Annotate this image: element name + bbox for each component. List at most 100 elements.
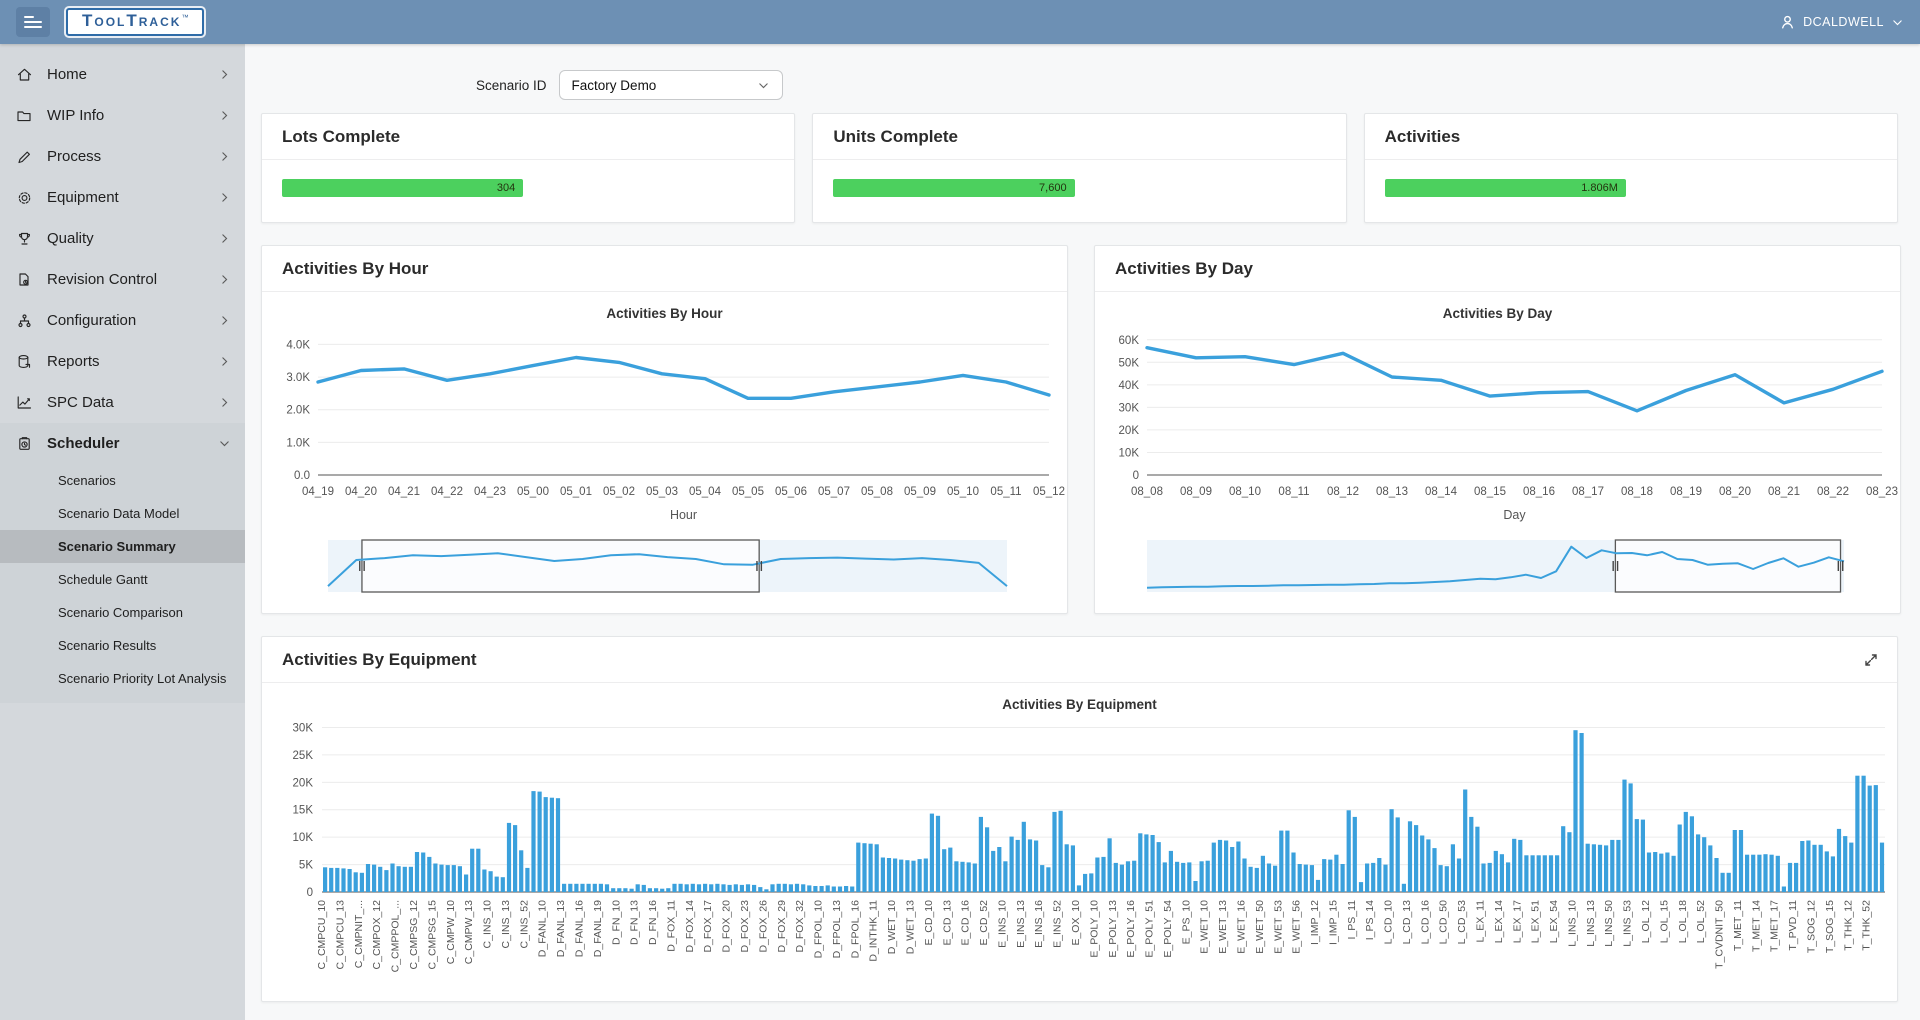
equipment-bar: [1487, 862, 1492, 892]
equipment-bar: [1610, 839, 1615, 892]
equipment-bar: [598, 883, 603, 892]
equipment-bar: [886, 858, 892, 892]
sidebar-item-quality[interactable]: Quality: [0, 218, 245, 259]
sidebar-item-schedule-gantt[interactable]: Schedule Gantt: [58, 572, 148, 587]
y-tick-label: 20K: [1119, 425, 1140, 437]
sidebar-item-equipment[interactable]: Equipment: [0, 177, 245, 218]
equipment-bar: [1291, 852, 1296, 892]
sidebar-item-spc-data[interactable]: SPC Data: [0, 382, 245, 423]
sidebar-item-home[interactable]: Home: [0, 54, 245, 95]
slider-selection-window[interactable]: [1614, 539, 1842, 593]
equipment-bar: [1475, 826, 1480, 892]
home-icon: [17, 68, 32, 81]
x-tick-label: D_FOX_29: [776, 900, 788, 953]
y-tick-label: 10K: [293, 832, 314, 844]
x-tick-label: D_FOX_20: [721, 900, 733, 953]
equipment-bar: [623, 888, 628, 892]
sidebar-item-scenario-priority-lot-analysis[interactable]: Scenario Priority Lot Analysis: [58, 671, 227, 686]
x-tick-label: I_IMP_12: [1309, 900, 1321, 945]
y-tick-label: 5K: [299, 860, 313, 872]
equipment-bar: [1512, 838, 1517, 892]
equipment-bar: [1579, 733, 1584, 892]
chevron-right-icon: [222, 111, 228, 120]
user-menu[interactable]: DCALDWELL: [1779, 14, 1904, 31]
slider-handle-right[interactable]: [1837, 561, 1844, 571]
equipment-bar: [1432, 848, 1437, 892]
sidebar-item-scenario-data-model[interactable]: Scenario Data Model: [58, 506, 180, 521]
sidebar-item-reports[interactable]: Reports: [0, 341, 245, 382]
expand-button[interactable]: [1845, 652, 1897, 668]
equipment-bar: [880, 857, 885, 892]
folder-icon: [17, 111, 31, 122]
hamburger-menu-button[interactable]: [16, 7, 50, 37]
equipment-bar: [954, 861, 959, 892]
main-content: Scenario ID Factory Demo Lots Complete 30…: [245, 44, 1920, 1020]
equipment-bar: [1266, 863, 1272, 892]
equipment-bar: [1634, 819, 1639, 892]
x-tick-label: 05_11: [990, 486, 1021, 498]
x-tick-label: C_CMPSG_12: [408, 900, 420, 970]
person-icon: [1782, 15, 1794, 29]
sidebar-item-label: Home: [47, 66, 88, 83]
sidebar-item-scheduler[interactable]: Scheduler: [0, 423, 245, 464]
x-tick-label: E_INS_16: [1033, 900, 1045, 948]
slider-handle-right[interactable]: [756, 561, 763, 571]
kpi-title: Lots Complete: [262, 114, 795, 160]
x-tick-label: 08_10: [1229, 486, 1261, 498]
equipment-bar: [1420, 835, 1425, 892]
equipment-bar: [1585, 843, 1590, 892]
equipment-bar: [1083, 873, 1088, 892]
equipment-bar: [464, 874, 469, 892]
equipment-bar: [1371, 862, 1376, 892]
sidebar-item-scenario-summary[interactable]: Scenario Summary: [0, 530, 245, 563]
sidebar-item-wip-info[interactable]: WIP Info: [0, 95, 245, 136]
slider-selection-window[interactable]: [361, 539, 760, 593]
slider-handle-left[interactable]: [1612, 561, 1619, 571]
y-tick-label: 0: [307, 887, 313, 899]
equipment-bar: [1751, 854, 1756, 892]
slider-handle-left[interactable]: [359, 561, 365, 571]
pencil-icon: [18, 151, 30, 164]
kpi-progress-bar: 304: [282, 179, 524, 197]
activities-by-day-range-slider[interactable]: [1095, 537, 1900, 597]
equipment-bar: [1787, 862, 1793, 892]
equipment-bar: [1757, 854, 1762, 892]
equipment-bar: [917, 859, 922, 892]
sidebar-item-label: Equipment: [47, 189, 119, 206]
chevron-right-icon: [222, 398, 228, 407]
equipment-bar: [568, 883, 573, 892]
sidebar-item-scenarios[interactable]: Scenarios: [58, 473, 116, 488]
kpi-bar-area: 304: [262, 160, 794, 216]
equipment-bar: [1248, 866, 1253, 892]
sidebar-item-configuration[interactable]: Configuration: [0, 300, 245, 341]
x-tick-label: T_THK_52: [1861, 900, 1873, 951]
sidebar-item-process[interactable]: Process: [0, 136, 245, 177]
sidebar-item-scenario-comparison[interactable]: Scenario Comparison: [58, 605, 184, 620]
equipment-bar: [752, 884, 757, 892]
equipment-bar: [776, 883, 781, 892]
activities-by-hour-range-slider[interactable]: [262, 537, 1067, 597]
equipment-bar: [1260, 855, 1265, 892]
equipment-bar: [323, 867, 328, 892]
equipment-bar: [893, 858, 898, 892]
x-tick-label: 05_03: [646, 486, 678, 498]
sidebar-item-revision-control[interactable]: Revision Control: [0, 259, 245, 300]
panel-header: Activities By Equipment: [262, 637, 1897, 683]
equipment-bar: [764, 889, 769, 892]
equipment-bar: [1469, 816, 1474, 892]
equipment-bar: [1273, 865, 1278, 892]
sidebar-item-scenario-results[interactable]: Scenario Results: [58, 638, 157, 653]
scenario-id-select[interactable]: Factory Demo: [558, 70, 783, 100]
x-tick-label: 04_21: [388, 486, 420, 498]
equipment-bar: [457, 866, 462, 892]
equipment-bar: [1720, 872, 1725, 892]
x-tick-label: 08_21: [1768, 486, 1800, 498]
equipment-bar: [1438, 865, 1443, 892]
equipment-bar: [899, 859, 904, 892]
equipment-bar: [696, 884, 702, 892]
x-tick-label: 08_15: [1474, 486, 1506, 498]
equipment-bar: [641, 884, 646, 892]
equipment-bar: [390, 863, 395, 892]
kpi-value: 304: [496, 182, 516, 194]
equipment-bar: [850, 886, 855, 892]
